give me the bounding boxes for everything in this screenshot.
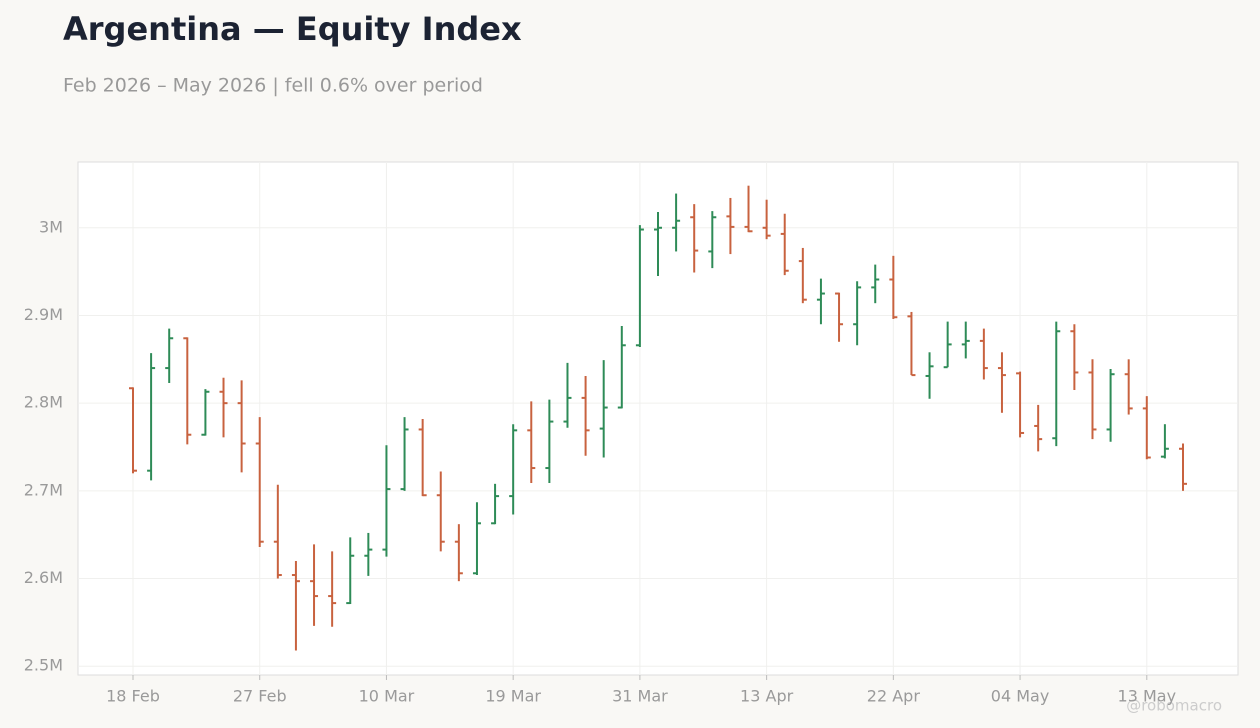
y-tick-label: 2.6M	[24, 568, 63, 587]
y-tick-label: 2.9M	[24, 305, 63, 324]
x-tick-label: 10 Mar	[359, 687, 415, 706]
x-tick-label: 27 Feb	[233, 687, 287, 706]
x-tick-label: 04 May	[991, 687, 1050, 706]
y-tick-label: 2.7M	[24, 480, 63, 499]
x-tick-label: 22 Apr	[867, 687, 921, 706]
chart-subtitle: Feb 2026 – May 2026 | fell 0.6% over per…	[63, 75, 483, 97]
x-tick-label: 31 Mar	[612, 687, 668, 706]
y-tick-label: 3M	[39, 217, 63, 236]
x-tick-label: 13 May	[1118, 687, 1177, 706]
y-tick-label: 2.5M	[24, 656, 63, 675]
x-tick-label: 19 Mar	[485, 687, 541, 706]
chart-title: Argentina — Equity Index	[63, 10, 522, 48]
x-tick-label: 18 Feb	[106, 687, 160, 706]
watermark: @robomacro	[1126, 697, 1222, 715]
x-tick-label: 13 Apr	[740, 687, 794, 706]
y-tick-label: 2.8M	[24, 393, 63, 412]
